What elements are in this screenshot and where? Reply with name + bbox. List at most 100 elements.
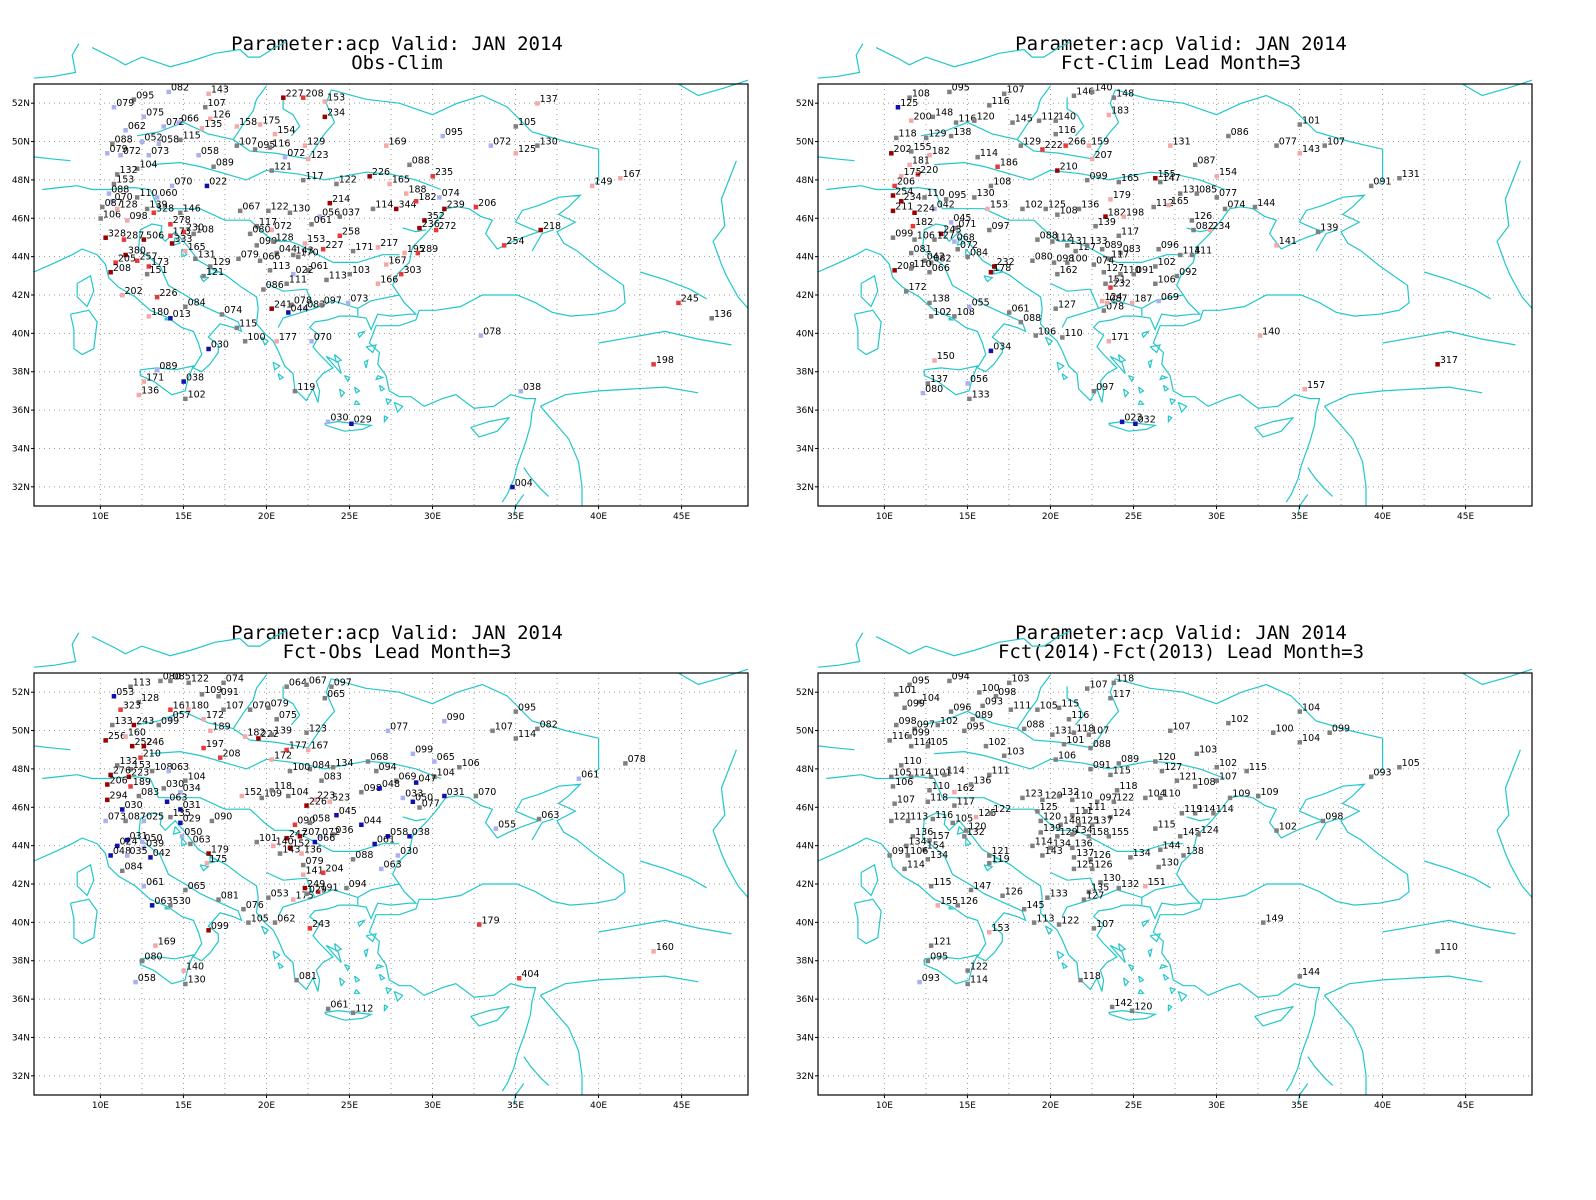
station-value: 172	[909, 282, 927, 293]
station-value: 186	[1000, 157, 1018, 168]
station-marker	[1058, 822, 1063, 828]
station-marker	[302, 885, 308, 891]
station-value: 102	[988, 737, 1006, 748]
station-marker	[1089, 89, 1095, 95]
station-marker	[337, 233, 343, 239]
station-marker	[938, 231, 944, 237]
station-value: 103	[352, 265, 370, 276]
station-marker	[962, 728, 967, 734]
x-tick-label: 45E	[673, 1101, 690, 1111]
coastline	[540, 386, 699, 407]
station-value: 061	[377, 835, 395, 846]
coastline	[383, 415, 389, 424]
station-marker	[1060, 335, 1065, 340]
station-marker	[907, 734, 912, 739]
station-marker	[176, 120, 181, 125]
station-marker	[154, 195, 160, 200]
station-value: 123	[1025, 789, 1043, 800]
station-marker	[1018, 143, 1024, 148]
station-value: 075	[146, 108, 164, 119]
station-value: 243	[136, 716, 154, 727]
station-marker	[274, 250, 279, 256]
station-marker	[410, 799, 416, 805]
station-marker	[1133, 421, 1138, 427]
station-value: 029	[354, 415, 372, 426]
station-marker	[284, 684, 289, 689]
station-value: 063	[154, 896, 172, 907]
coastline	[1496, 749, 1533, 898]
station-marker	[186, 680, 191, 686]
station-marker	[1129, 1008, 1135, 1014]
station-value: 084	[970, 248, 988, 259]
coastline	[266, 169, 325, 181]
y-tick-label: 52N	[12, 688, 30, 698]
station-marker	[407, 162, 412, 168]
station-value: 160	[656, 942, 674, 953]
station-marker	[124, 218, 130, 223]
station-marker	[1063, 143, 1068, 148]
station-value: 072	[166, 117, 184, 128]
gridlines	[34, 673, 748, 1095]
station-marker	[1050, 239, 1055, 244]
coastline	[1050, 282, 1100, 328]
station-value: 076	[246, 900, 264, 911]
station-marker	[1114, 788, 1120, 793]
coastline	[1378, 738, 1384, 774]
station-value: 404	[521, 969, 539, 980]
station-marker	[1156, 864, 1161, 870]
station-value: 123	[309, 723, 327, 734]
station-marker	[1116, 761, 1122, 766]
x-tick-label: 45E	[1457, 1101, 1474, 1111]
station-value: 109	[1261, 787, 1279, 798]
station-value: 044	[364, 816, 382, 827]
coastline	[983, 275, 994, 283]
station-marker	[902, 705, 907, 711]
station-value: 167	[389, 255, 407, 266]
station-marker	[183, 981, 188, 987]
station-value: 044	[279, 244, 297, 255]
station-value: 161	[173, 700, 191, 711]
coastline	[920, 131, 943, 137]
coastline	[965, 837, 972, 847]
coastline	[249, 808, 300, 835]
y-tick-label: 50N	[12, 138, 30, 148]
station-marker	[257, 122, 263, 127]
station-marker	[1081, 897, 1087, 902]
station-value: 079	[241, 250, 259, 261]
x-tick-label: 20E	[1042, 512, 1059, 522]
y-tick-label: 40N	[796, 918, 814, 928]
station-marker	[1084, 177, 1090, 183]
station-value: 099	[907, 699, 925, 710]
station-value: 115	[1061, 699, 1079, 710]
station-value: 055	[498, 819, 516, 830]
x-tick-label: 30E	[1208, 512, 1225, 522]
station-marker	[221, 707, 226, 712]
station-value: 278	[173, 215, 191, 226]
station-value: 024	[120, 837, 138, 848]
station-marker	[927, 269, 932, 275]
station-value: 114	[980, 148, 998, 159]
coastline	[523, 1056, 550, 1086]
station-value: 091	[1136, 265, 1154, 276]
station-value: 111	[1013, 700, 1031, 711]
station-value: 154	[927, 840, 945, 851]
station-value: 116	[1071, 710, 1089, 721]
station-value: 136	[915, 827, 933, 838]
station-value: 100	[247, 332, 265, 343]
station-marker	[199, 126, 205, 131]
station-value: 104	[922, 693, 940, 704]
station-value: 022	[296, 265, 314, 276]
station-value: 104	[1302, 733, 1320, 744]
station-marker	[422, 218, 427, 223]
station-marker	[164, 799, 170, 805]
coastline	[1061, 373, 1069, 381]
station-value: 098	[899, 716, 917, 727]
station-marker	[148, 855, 153, 860]
station-value: 115	[1113, 766, 1131, 777]
coastline	[1159, 375, 1169, 381]
coastline	[338, 388, 346, 399]
station-value: 042	[927, 251, 945, 262]
station-value: 155	[1158, 169, 1176, 180]
